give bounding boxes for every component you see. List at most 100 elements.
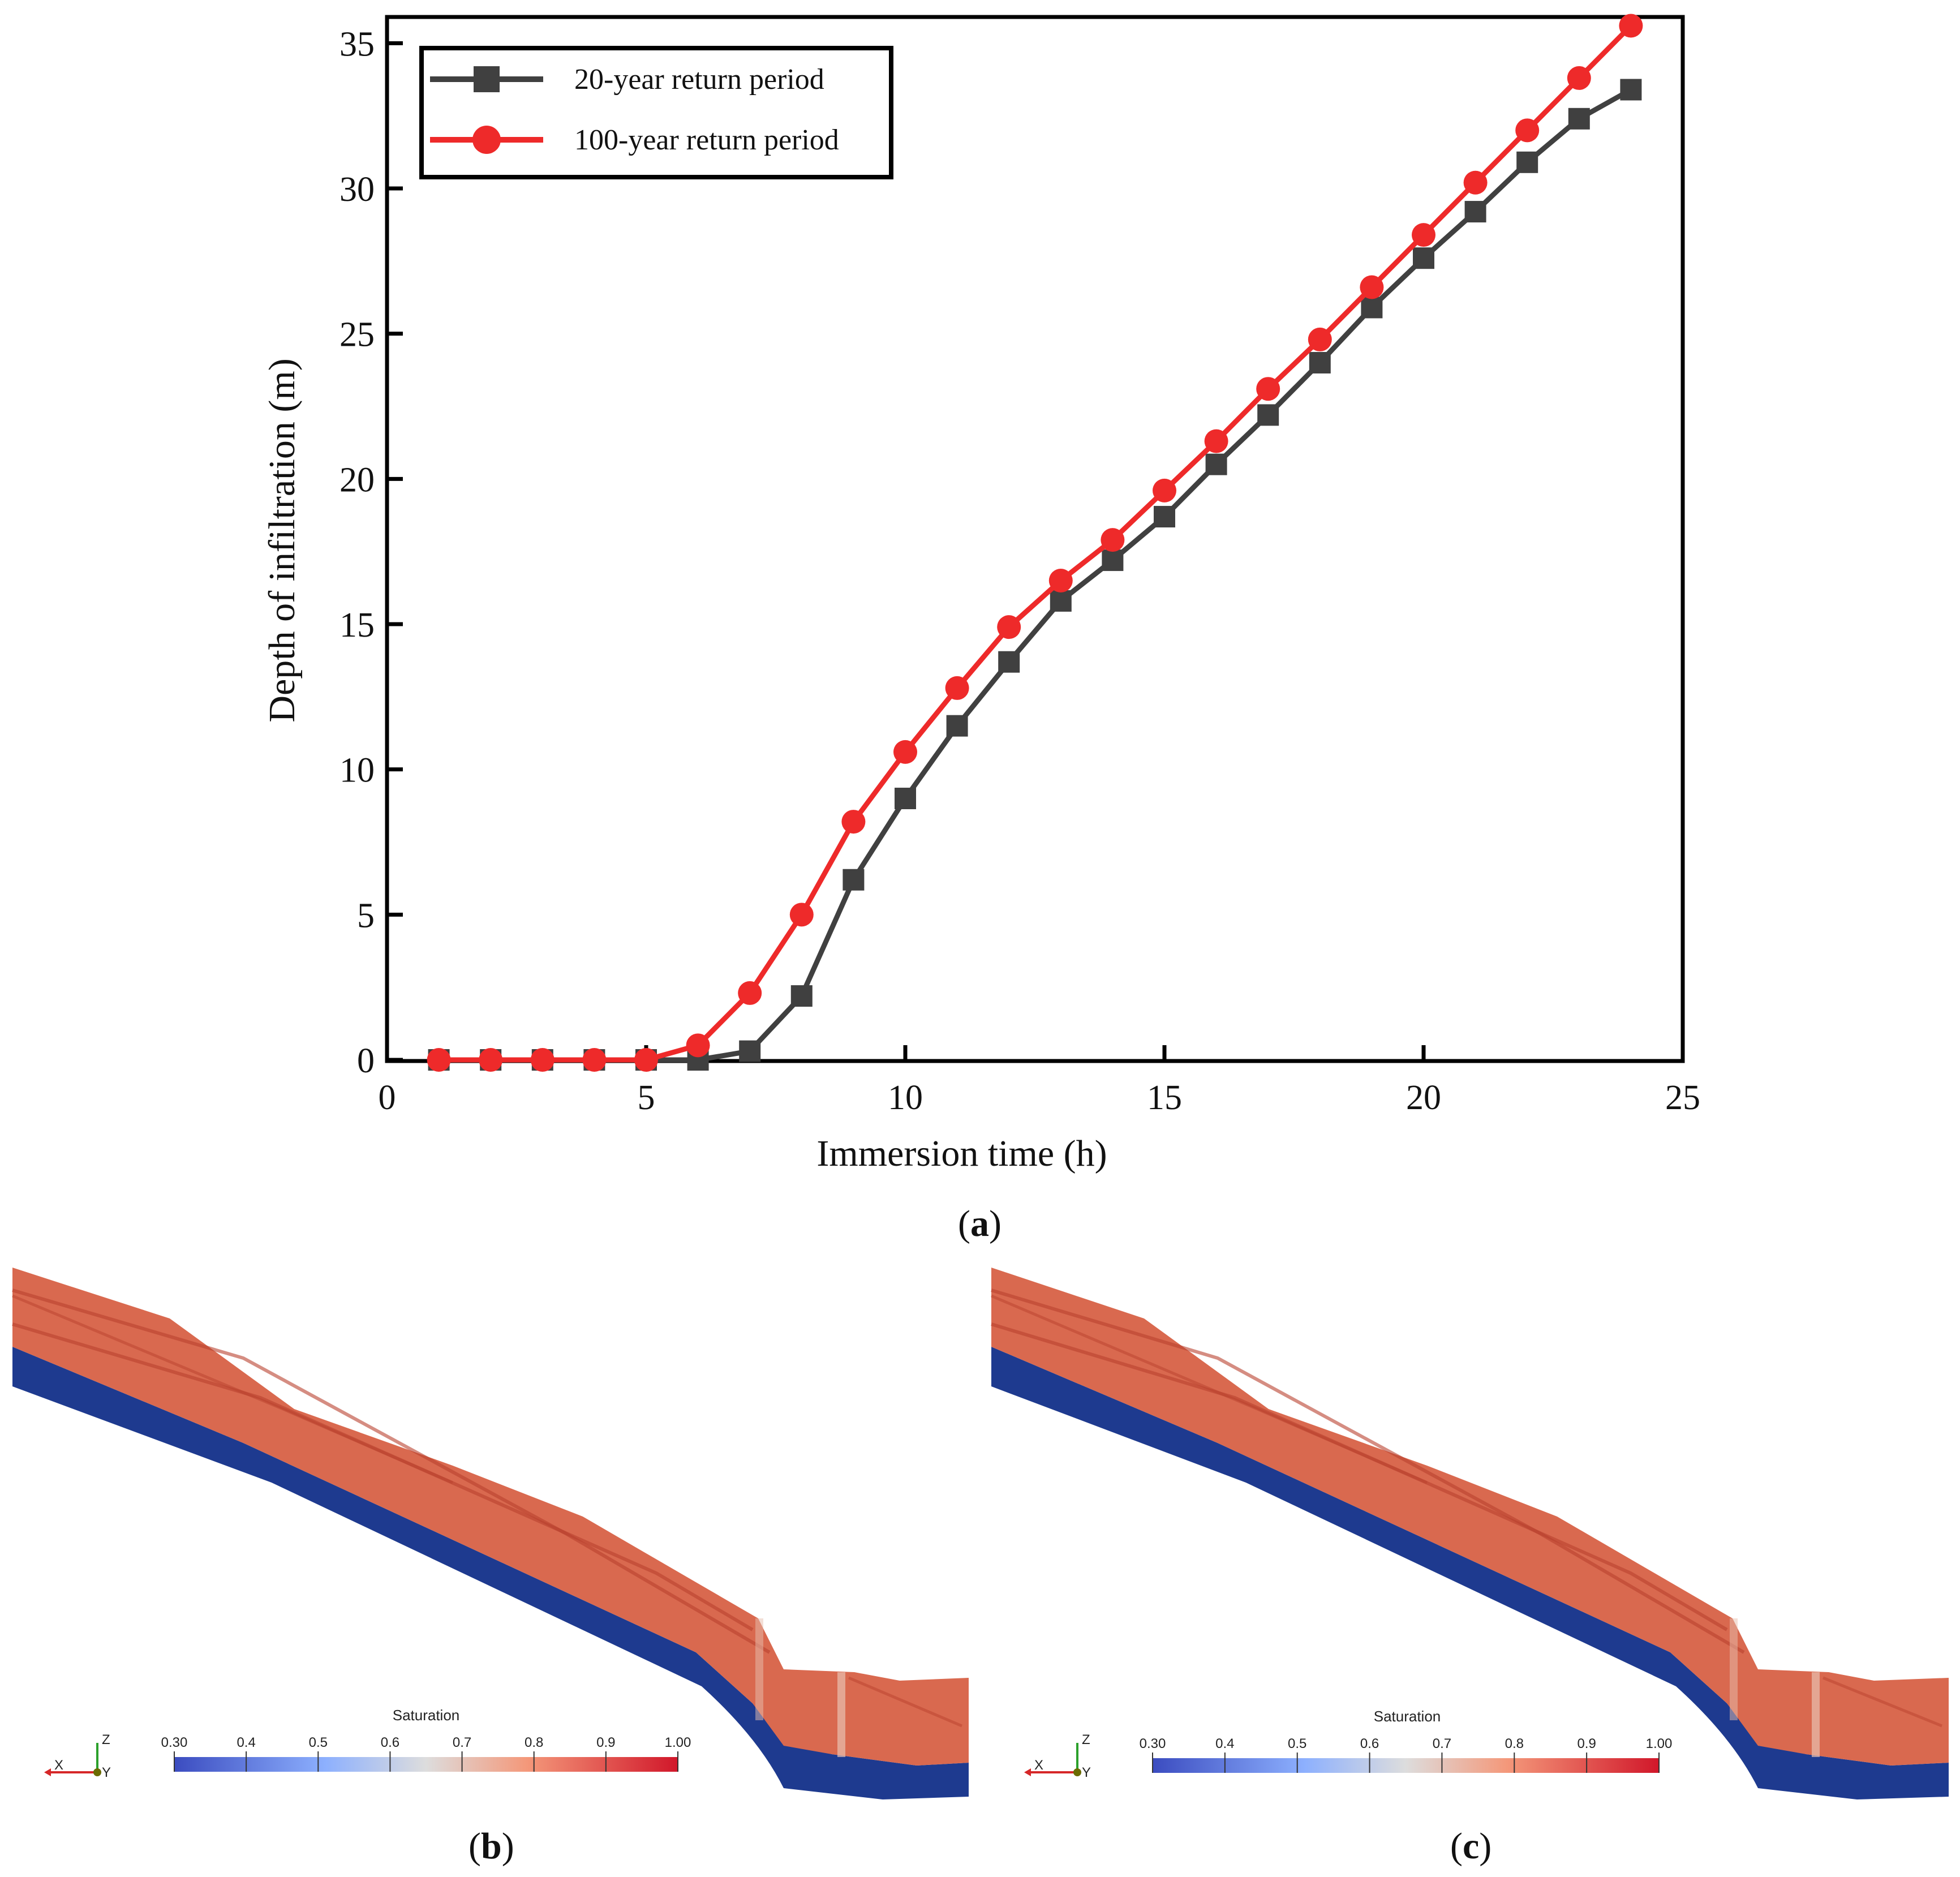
data-point [1101,528,1125,552]
data-point [1360,275,1384,299]
data-point [1464,201,1486,223]
data-point [1048,569,1073,592]
saturated-soil-layer [991,1268,1949,1766]
x-tick-label: 0 [379,1079,396,1117]
data-point [1308,327,1332,351]
panel-label-a: (a) [958,1203,1002,1244]
colorbar-tick-label: 0.8 [525,1735,543,1750]
legend-item-20-year: 20-year return period [430,63,824,96]
axes-triad: Z X Y [44,1732,111,1780]
series-line [439,87,1632,1063]
series-layer [427,14,1643,1072]
colorbar-tick-label: 0.4 [237,1735,255,1750]
data-point [1257,404,1279,426]
colorbar-tick-label: 0.30 [1140,1736,1166,1751]
circle-marker-icon [472,126,501,154]
data-point [582,1048,607,1072]
x-axis-ticks: 0 5 10 15 20 25 [379,1045,1700,1117]
data-point [1153,478,1176,502]
colorbar-tick-label: 0.8 [1505,1736,1524,1751]
data-point [1412,223,1435,247]
data-point [1568,108,1590,130]
colorbar-tick-label: 0.9 [1577,1736,1596,1751]
x-tick-label: 5 [638,1079,655,1117]
y-tick-label: 30 [339,170,375,209]
data-point [739,1040,761,1062]
plot-frame [385,15,1685,1063]
series-100-year [427,14,1643,1072]
colorbar: Saturation 0.30 0.4 0.5 0.6 0.7 0.8 0.9 1.00 [161,1707,691,1772]
panel-label-b: (b) [468,1826,514,1867]
data-point [479,1048,503,1072]
data-point [1050,590,1072,612]
colorbar-title: Saturation [393,1707,460,1724]
colorbar: Saturation 0.30 0.4 0.5 0.6 0.7 0.8 0.9 1.00 [1140,1708,1673,1773]
data-point [997,615,1021,639]
legend-label-100-year: 100-year return period [574,124,839,156]
data-point [790,985,813,1007]
axis-tag-y: Y [1082,1765,1091,1780]
y-tick-label: 25 [339,316,375,354]
data-point [841,810,866,834]
colorbar-ticks: 0.30 0.4 0.5 0.6 0.7 0.8 0.9 1.00 [1140,1736,1673,1773]
data-point [686,1033,710,1058]
data-point [946,715,968,737]
axis-tag-z: Z [102,1732,110,1747]
data-point [893,740,917,764]
colorbar-tick-label: 1.00 [665,1735,691,1750]
y-tick-label: 10 [339,751,375,790]
data-point [1567,66,1591,90]
y-tick-label: 5 [357,896,375,935]
colorbar-tick-label: 0.30 [161,1735,188,1750]
colorbar-tick-label: 0.6 [381,1735,399,1750]
data-point [1619,14,1643,38]
data-point [789,903,814,927]
colorbar-ticks: 0.30 0.4 0.5 0.6 0.7 0.8 0.9 1.00 [161,1735,691,1772]
legend-item-100-year: 100-year return period [430,124,839,156]
colorbar-tick-label: 0.5 [309,1735,328,1750]
y-axis-title-text: Depth of infiltration (m) [261,358,303,722]
data-point [1516,151,1538,173]
data-point [895,788,916,809]
svg-text:Depth of infiltration (m): Depth of infiltration (m) [261,358,303,722]
data-point [1620,79,1642,101]
saturated-soil-layer [12,1268,969,1766]
data-point [1413,247,1434,269]
colorbar-tick-label: 0.4 [1215,1736,1234,1751]
axis-tag-y: Y [102,1765,111,1780]
y-tick-label: 0 [357,1042,375,1080]
x-tick-label: 15 [1147,1079,1182,1117]
x-tick-label: 10 [888,1079,923,1117]
saturation-render-b: Z X Y Saturation 0.30 0.4 0.5 0.6 0.7 0.8 0.9 1… [12,1268,969,1799]
data-point [427,1048,451,1072]
colorbar-tick-label: 1.00 [1646,1736,1673,1751]
x-axis-title-text: Immersion time (h) [816,1133,1107,1174]
axis-tag-x: X [54,1758,63,1773]
svg-text:Immersion time (h): Immersion time (h) [816,1133,1107,1174]
x-tick-label: 25 [1665,1079,1700,1117]
colorbar-tick-label: 0.9 [596,1735,615,1750]
data-point [998,651,1020,673]
series-line [439,24,1633,1063]
data-point [530,1048,555,1072]
legend-label-20-year: 20-year return period [574,63,824,96]
colorbar-tick-label: 0.7 [1433,1736,1451,1751]
data-point [1102,549,1124,572]
data-point [1309,352,1331,373]
x-tick-label: 20 [1406,1079,1441,1117]
data-point [945,676,969,700]
series-20-year [428,79,1642,1071]
colorbar-tick-label: 0.7 [453,1735,471,1750]
y-tick-label: 35 [339,25,375,63]
y-tick-label: 15 [339,606,375,645]
colorbar-tick-label: 0.6 [1360,1736,1379,1751]
colorbar-tick-label: 0.5 [1288,1736,1306,1751]
data-point [1515,118,1540,143]
data-point [1463,170,1488,195]
legend: 20-year return period 100-year return pe… [419,46,893,179]
data-point [1154,506,1175,528]
data-point [1204,429,1228,453]
data-point [738,981,762,1005]
saturation-render-c: Z X Y Saturation 0.30 0.4 0.5 0.6 0.7 0.8 0.9 1… [991,1268,1949,1799]
y-axis-ticks: 0 5 10 15 20 25 30 35 [339,25,403,1080]
